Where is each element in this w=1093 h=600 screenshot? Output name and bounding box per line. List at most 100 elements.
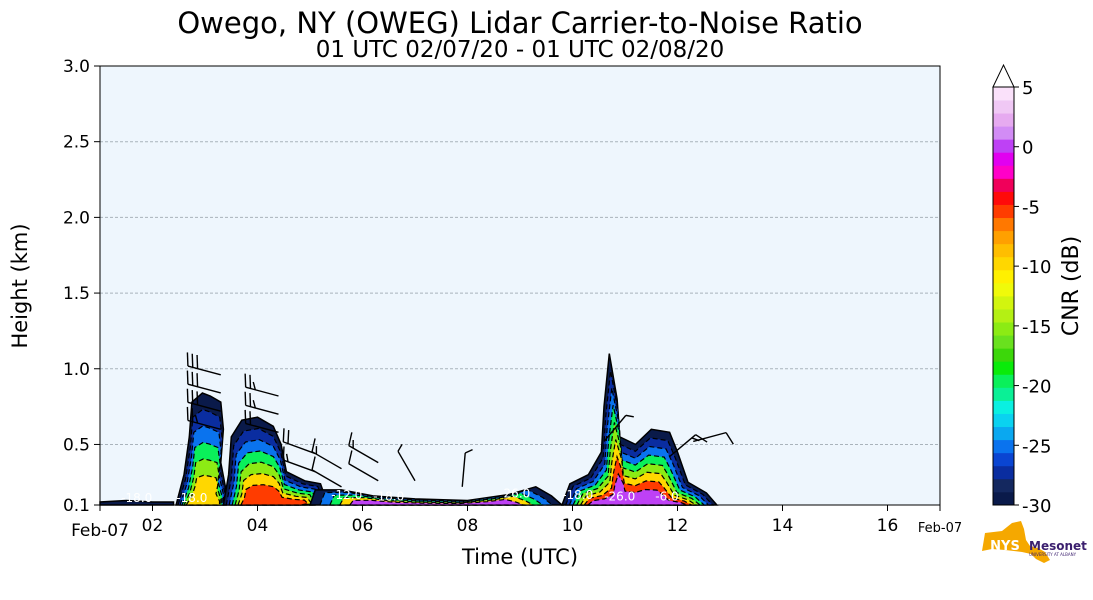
wind-barb	[244, 409, 279, 434]
wind-barb-feather	[282, 446, 285, 461]
x-tick-label: 14	[772, 516, 794, 536]
colorbar-swatch	[993, 204, 1014, 219]
cnr-contour-line	[328, 492, 545, 506]
wind-barb-feather	[695, 434, 708, 443]
colorbar-tick-label: -10	[1022, 257, 1051, 278]
logo-nys-text: NYS	[990, 539, 1020, 554]
cnr-contour-line	[177, 408, 226, 506]
cnr-contour-fill	[587, 474, 688, 505]
x-axis-label: Time (UTC)	[461, 545, 578, 569]
cnr-contours	[99, 353, 719, 506]
cnr-contour-fill	[584, 456, 692, 505]
wind-barb-feather	[348, 432, 353, 446]
wind-barb-feather	[311, 456, 316, 470]
cnr-contour-fill	[580, 439, 696, 505]
colorbar-swatch	[993, 400, 1014, 414]
wind-barb-feather	[252, 399, 256, 409]
wind-barb	[693, 431, 734, 445]
wind-barb-shaft	[348, 463, 379, 482]
wind-barb-feather	[287, 429, 290, 444]
wind-barb-shaft	[187, 401, 221, 412]
contour-label: -26.0	[604, 489, 635, 503]
colorbar-tick-label: -25	[1022, 436, 1051, 457]
colorbar-swatch	[993, 296, 1014, 310]
colorbar-tick-label: -20	[1022, 377, 1051, 398]
colorbar-tick-label: -30	[1022, 496, 1051, 517]
wind-barb-feather	[282, 428, 285, 442]
colorbar-swatch	[993, 165, 1014, 179]
logo-brand-text: Mesonet	[1029, 539, 1087, 553]
wind-barb-shaft	[245, 404, 279, 415]
colorbar-swatch	[993, 191, 1014, 205]
contour-label: -18.0	[373, 489, 404, 503]
wind-barb-shaft	[283, 441, 316, 455]
wind-barb	[461, 448, 473, 487]
colorbar-swatch	[993, 100, 1014, 114]
colorbar-swatch	[993, 243, 1014, 258]
wind-barb	[282, 428, 316, 455]
wind-barb	[186, 352, 221, 376]
wind-barb-feather	[625, 414, 634, 418]
colorbar-tick-label: 5	[1022, 78, 1033, 99]
y-tick-label: 0.5	[63, 435, 90, 455]
colorbar-swatch	[993, 152, 1014, 166]
gridlines	[100, 141, 940, 445]
y-tick-label: 3.0	[63, 57, 90, 77]
colorbar-swatch	[993, 309, 1014, 323]
cloud-region	[560, 353, 719, 506]
wind-barb-feather	[285, 453, 289, 462]
x-tick-label: 06	[352, 516, 374, 536]
wind-barb	[244, 373, 279, 397]
wind-barb	[348, 450, 379, 482]
wind-barb	[603, 414, 634, 442]
x-tick-label: 04	[247, 516, 269, 536]
colorbar-swatch	[993, 478, 1014, 493]
cnr-contour-line	[568, 387, 710, 506]
wind-barb	[186, 370, 221, 394]
wind-barb-shaft	[245, 422, 279, 434]
wind-barb-shaft	[187, 419, 221, 430]
y-tick-label: 2.5	[63, 133, 90, 153]
cnr-contour-line	[348, 498, 524, 506]
cnr-contour-line	[179, 425, 224, 506]
x-tick-label: 16	[877, 516, 899, 536]
colorbar: 5 0 -5 -10 -15 -20 -25 -30	[992, 63, 1051, 517]
colorbar-swatch	[993, 335, 1014, 349]
wind-barb-shaft	[669, 434, 697, 458]
cnr-contour-fill	[186, 475, 220, 505]
contour-label: -26.0	[499, 486, 530, 500]
colorbar-swatch	[993, 269, 1014, 284]
y-tick-label: 0.1	[63, 496, 90, 516]
cnr-contour-line	[319, 489, 555, 506]
contour-label: -18.0	[176, 491, 207, 505]
wind-barb-feather	[348, 450, 353, 464]
cnr-contour-line	[185, 474, 221, 506]
cnr-contour-line	[338, 495, 534, 506]
colorbar-swatch	[993, 491, 1014, 506]
cnr-contour-line	[183, 458, 222, 506]
wind-barb	[282, 446, 316, 473]
plot-area	[100, 66, 940, 505]
y-tick-label: 1.0	[63, 360, 90, 380]
colorbar-tick-label: 0	[1022, 138, 1033, 159]
x-axis-ticks: 02 04 06 08 10 12 14 16	[99, 505, 941, 536]
colorbar-extend-arrow	[992, 63, 1015, 88]
colorbar-swatch	[993, 282, 1014, 297]
wind-barb-shaft	[461, 452, 466, 487]
colorbar-swatch	[993, 413, 1014, 428]
wind-barb-feather	[725, 432, 734, 445]
colorbar-swatch	[993, 452, 1014, 467]
wind-barb-feather	[311, 438, 316, 452]
colorbar-swatch	[993, 230, 1014, 245]
wind-barb-feather	[397, 444, 403, 452]
colorbar-swatch	[993, 361, 1014, 375]
colorbar-swatch	[993, 178, 1014, 192]
colorbar-swatch	[993, 374, 1014, 388]
cnr-contour-line	[586, 472, 688, 506]
x-date-label-right: Feb-07	[918, 521, 962, 536]
wind-barb-shaft	[187, 383, 221, 394]
colorbar-swatch	[993, 322, 1014, 336]
cnr-contour-line	[575, 422, 702, 506]
wind-barb-shaft	[311, 469, 342, 488]
